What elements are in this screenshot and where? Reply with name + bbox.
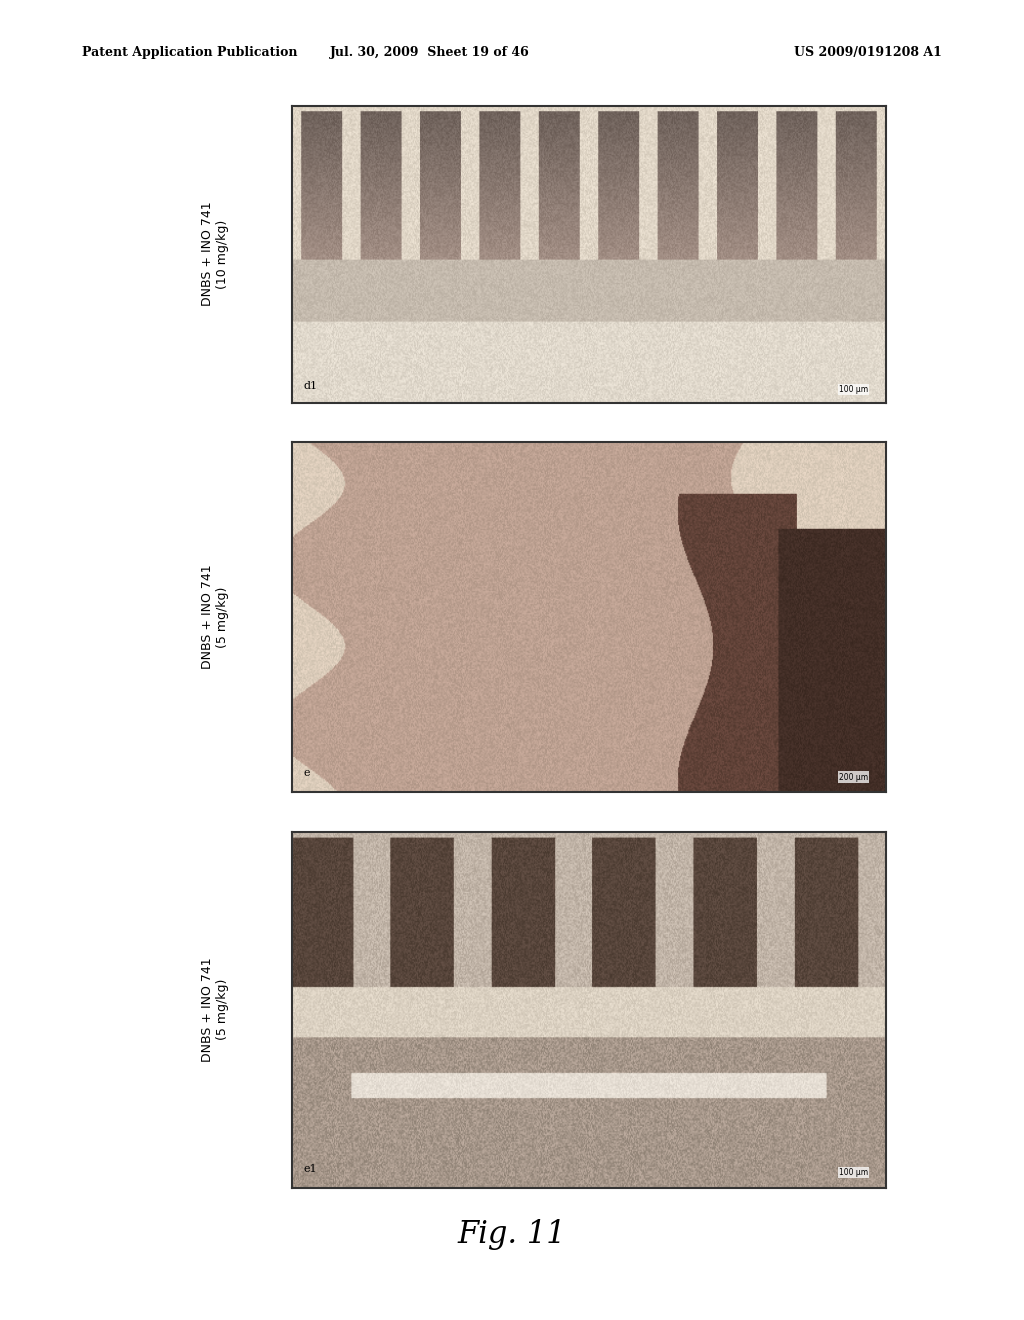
Text: DNBS + INO 741
(10 mg/kg): DNBS + INO 741 (10 mg/kg) (201, 202, 229, 306)
Text: 100 μm: 100 μm (839, 384, 868, 393)
Text: 200 μm: 200 μm (839, 772, 868, 781)
Text: e1: e1 (304, 1164, 317, 1173)
Text: d1: d1 (304, 380, 317, 391)
Text: Jul. 30, 2009  Sheet 19 of 46: Jul. 30, 2009 Sheet 19 of 46 (330, 46, 530, 59)
Text: US 2009/0191208 A1: US 2009/0191208 A1 (795, 46, 942, 59)
Text: DNBS + INO 741
(5 mg/kg): DNBS + INO 741 (5 mg/kg) (201, 957, 229, 1063)
Text: 100 μm: 100 μm (839, 1168, 868, 1177)
Text: Patent Application Publication: Patent Application Publication (82, 46, 297, 59)
Text: Fig. 11: Fig. 11 (458, 1218, 566, 1250)
Text: DNBS + INO 741
(5 mg/kg): DNBS + INO 741 (5 mg/kg) (201, 565, 229, 669)
Text: e: e (304, 768, 310, 777)
